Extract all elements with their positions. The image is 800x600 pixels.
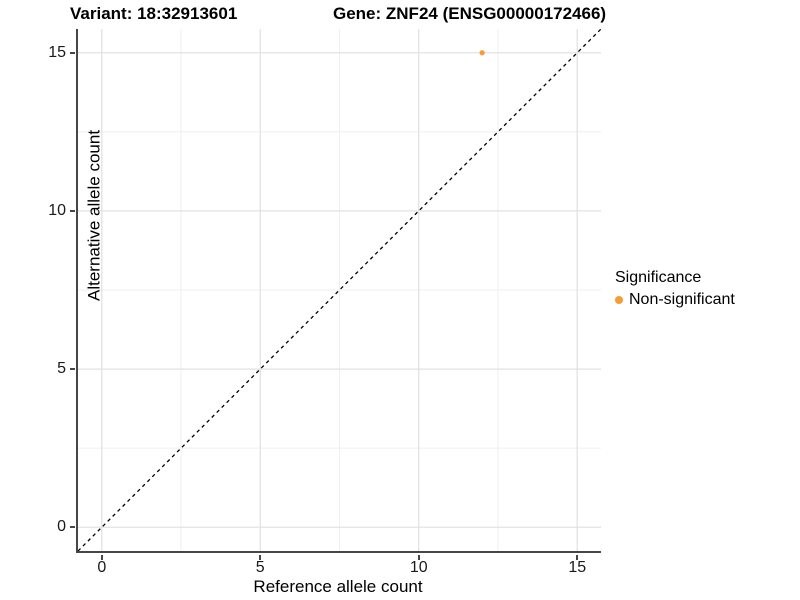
x-tick-label: 0: [97, 559, 107, 576]
y-tick-label: 15: [48, 43, 66, 61]
x-axis-title: Reference allele count: [253, 577, 423, 596]
y-tick-label: 5: [57, 360, 66, 378]
x-tick-label: 10: [409, 559, 428, 576]
variant-title: Variant: 18:32913601: [70, 4, 238, 23]
legend-item-label: Non-significant: [629, 291, 735, 308]
gene-title: Gene: ZNF24 (ENSG00000172466): [333, 4, 607, 23]
x-tick-mark: [417, 555, 420, 560]
x-tick-mark: [576, 555, 579, 560]
y-tick-mark: [70, 526, 75, 529]
y-tick-mark: [70, 209, 75, 212]
x-tick-mark: [259, 555, 262, 560]
x-tick-mark: [100, 555, 103, 560]
x-tick-label: 15: [568, 559, 587, 576]
y-tick-mark: [70, 51, 75, 54]
y-axis-title: Alternative allele count: [84, 129, 104, 301]
non-significant-dot-icon: [615, 296, 623, 304]
legend: Significance Non-significant: [615, 269, 735, 309]
y-tick-label: 0: [57, 518, 66, 536]
y-tick-mark: [70, 368, 75, 371]
plot-area-svg: [78, 29, 601, 551]
x-tick-label: 5: [255, 559, 265, 576]
legend-title: Significance: [615, 269, 702, 286]
legend-item: Non-significant: [615, 291, 735, 309]
y-tick-label: 10: [48, 201, 66, 219]
data-point: [479, 50, 485, 56]
plot-panel: [76, 29, 601, 553]
